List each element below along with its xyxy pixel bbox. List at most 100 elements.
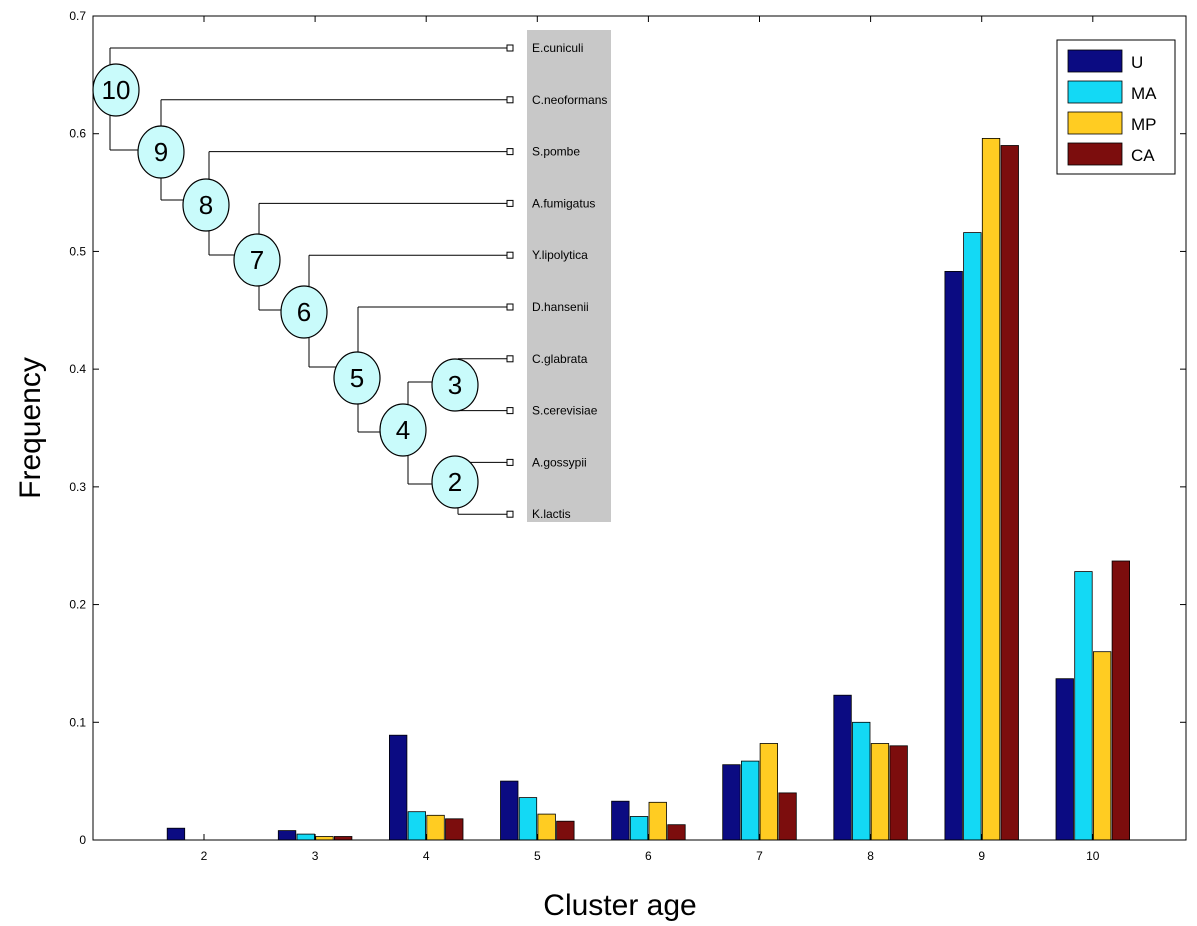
y-tick-label: 0.3 <box>69 480 86 494</box>
leaf-marker <box>506 510 514 518</box>
x-tick-label: 6 <box>645 849 652 863</box>
bar-ma-4 <box>407 811 427 841</box>
tree-node-circle <box>333 351 381 405</box>
tree-node-label: 8 <box>199 190 213 220</box>
bar-ca-6 <box>667 824 686 841</box>
tree-node-circle <box>137 125 185 179</box>
tree-node-circle <box>431 455 479 509</box>
y-tick-label: 0.1 <box>69 715 86 729</box>
leaf-marker <box>506 96 514 104</box>
leaf-marker <box>506 355 514 363</box>
bar-mp-10 <box>1093 651 1112 841</box>
x-tick-label: 5 <box>534 849 541 863</box>
species-tree: E.cuniculi C.neoformans S.pombe A.fumigatus… <box>92 30 611 522</box>
bar-u-4 <box>388 734 408 841</box>
y-tick-label: 0.4 <box>69 362 86 376</box>
bar-u-10 <box>1055 678 1074 841</box>
legend: U MA MP CA <box>1056 39 1176 175</box>
bar-ma-7 <box>741 760 760 841</box>
bar-u-8 <box>833 694 852 841</box>
species-label: C.glabrata <box>532 352 588 366</box>
tree-node-label: 4 <box>396 415 410 445</box>
y-tick-label: 0.2 <box>69 598 86 612</box>
species-label: Y.lipolytica <box>532 248 588 262</box>
x-axis-label: Cluster age <box>543 889 696 922</box>
legend-label-ca: CA <box>1131 146 1155 165</box>
species-label: D.hansenii <box>532 300 589 314</box>
tree-node-label: 3 <box>448 370 462 400</box>
species-label: A.gossypii <box>532 455 587 469</box>
tree-node-label: 10 <box>102 75 131 105</box>
tree-node-circle <box>431 358 479 412</box>
y-tick-label: 0 <box>79 833 86 847</box>
x-tick-label: 10 <box>1086 849 1100 863</box>
bar-ma-8 <box>852 721 871 841</box>
bar-ma-6 <box>629 816 649 841</box>
y-tick-label: 0.6 <box>69 127 86 141</box>
leaf-marker <box>506 251 514 259</box>
legend-label-ma: MA <box>1131 84 1157 103</box>
bar-ca-3 <box>333 836 353 841</box>
tree-node-circle <box>182 178 230 232</box>
bar-ma-5 <box>518 797 538 841</box>
leaf-marker <box>506 44 514 52</box>
bar-u-5 <box>500 780 519 841</box>
legend-swatch-mp <box>1067 111 1123 135</box>
tree-node-circle <box>379 403 427 457</box>
species-label: C.neoformans <box>532 93 607 107</box>
bar-ca-5 <box>556 820 575 841</box>
bar-u-2 <box>166 827 186 841</box>
x-tick-label: 9 <box>978 849 985 863</box>
bar-u-6 <box>611 800 630 841</box>
bar-ca-9 <box>1000 145 1019 841</box>
bar-ma-10 <box>1074 571 1093 841</box>
species-label: E.cuniculi <box>532 41 583 55</box>
bar-u-3 <box>277 830 297 841</box>
species-label: K.lactis <box>532 507 571 521</box>
x-tick-label: 7 <box>756 849 763 863</box>
legend-swatch-ma <box>1067 80 1123 104</box>
bar-mp-4 <box>426 814 445 841</box>
bar-mp-7 <box>759 743 778 841</box>
leaf-marker <box>506 199 514 207</box>
species-label: A.fumigatus <box>532 196 595 210</box>
x-tick-label: 3 <box>312 849 319 863</box>
bar-mp-6 <box>648 801 667 841</box>
leaf-marker <box>506 148 514 156</box>
y-tick-label: 0.5 <box>69 244 86 258</box>
bar-u-9 <box>944 270 963 841</box>
bar-mp-5 <box>537 813 556 841</box>
bar-ca-10 <box>1111 560 1130 841</box>
tree-node-circle <box>280 285 328 339</box>
bar-mp-9 <box>981 137 1001 841</box>
tree-node-label: 9 <box>154 137 168 167</box>
tree-node-label: 5 <box>350 363 364 393</box>
bar-ma-9 <box>963 232 982 841</box>
legend-swatch-ca <box>1067 142 1123 166</box>
x-tick-label: 4 <box>423 849 430 863</box>
bars-layer <box>166 137 1130 841</box>
leaf-marker <box>506 303 514 311</box>
species-label: S.cerevisiae <box>532 404 598 418</box>
bar-mp-8 <box>870 743 890 841</box>
plot-frame <box>92 15 1187 841</box>
y-axis-label: Frequency <box>14 357 47 499</box>
tree-node-label: 2 <box>448 467 462 497</box>
bar-ca-7 <box>778 792 797 841</box>
tree-node-circle <box>92 63 140 117</box>
legend-label-u: U <box>1131 53 1143 72</box>
bar-u-7 <box>722 764 741 841</box>
x-tick-label: 8 <box>867 849 874 863</box>
axes-layer: 0 0.1 0.2 0.3 0.4 0.5 0.6 0.7 2 3 4 5 6 7 8 9 10 <box>69 9 1187 863</box>
species-panel <box>527 30 611 522</box>
tree-node-circle <box>233 233 281 287</box>
legend-swatch-u <box>1067 49 1123 73</box>
species-label: S.pombe <box>532 145 580 159</box>
x-tick-label: 2 <box>201 849 208 863</box>
leaf-marker <box>506 458 514 466</box>
leaf-marker <box>506 407 514 415</box>
tree-node-label: 7 <box>250 245 264 275</box>
legend-label-mp: MP <box>1131 115 1157 134</box>
bar-ca-4 <box>445 818 464 841</box>
